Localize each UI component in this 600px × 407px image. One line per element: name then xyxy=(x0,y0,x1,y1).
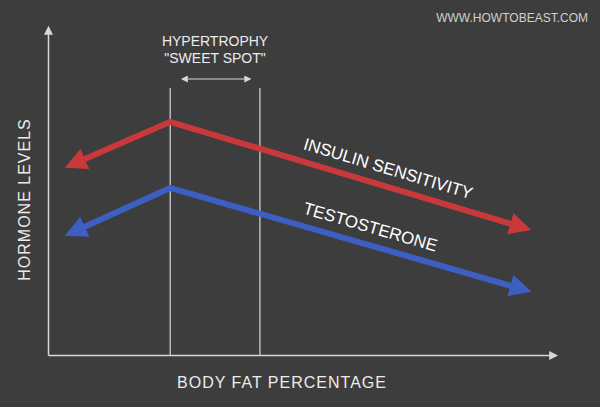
axis-line xyxy=(48,29,50,356)
plot-area xyxy=(71,122,525,290)
series-label: INSULIN SENSITIVITY xyxy=(301,135,475,204)
annotation-text: HYPERTROPHY xyxy=(162,33,269,49)
series-labels: INSULIN SENSITIVITYTESTOSTERONE xyxy=(301,135,475,256)
series-line xyxy=(71,122,525,228)
series-label: TESTOSTERONE xyxy=(301,199,439,256)
series-line xyxy=(71,188,525,290)
x-axis-title: BODY FAT PERCENTAGE xyxy=(177,374,387,391)
watermark: WWW.HOWTOBEAST.COM xyxy=(436,11,588,25)
annotation: HYPERTROPHY"SWEET SPOT" xyxy=(162,33,269,355)
x-axis xyxy=(49,355,556,356)
annotation-line xyxy=(259,88,260,355)
axis-line xyxy=(49,355,556,357)
annotation-line xyxy=(170,88,171,355)
span-arrow xyxy=(182,78,250,79)
background xyxy=(0,0,600,407)
y-axis xyxy=(48,29,49,356)
y-axis-title: HORMONE LEVELS xyxy=(16,118,33,280)
chart: HORMONE LEVELS BODY FAT PERCENTAGE HYPERTR… xyxy=(0,0,600,407)
annotation-text: "SWEET SPOT" xyxy=(164,50,266,66)
